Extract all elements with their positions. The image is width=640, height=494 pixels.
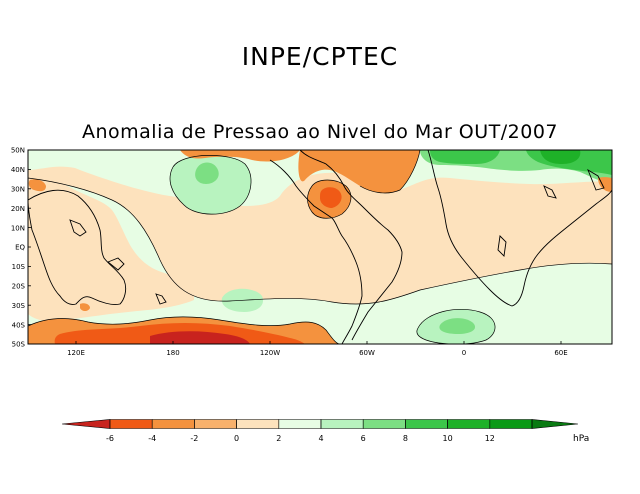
east-asia-low (598, 177, 612, 192)
anomaly-field (28, 150, 612, 355)
asia-australia-coast (28, 189, 127, 305)
lat-tick-label: 10N (11, 225, 25, 233)
lat-tick-label: 20S (12, 283, 26, 291)
arabia-coast (543, 185, 557, 199)
colorbar-label: 2 (276, 434, 281, 443)
colorbar-cells (109, 419, 533, 429)
colorbar-tick-marks (109, 419, 533, 429)
island-coast (107, 257, 125, 271)
contour-line (28, 316, 341, 344)
north-pacific-low (180, 150, 300, 162)
colorbar-cell (194, 419, 237, 429)
southern-ocean-low-center (150, 331, 250, 344)
lat-tick-marks (28, 149, 31, 345)
colorbar-cell (278, 419, 322, 429)
lat-tick-label: EQ (15, 244, 25, 252)
colorbar-cell (405, 419, 448, 429)
colorbar-label: 12 (485, 434, 495, 443)
main-title: INPE/CPTEC (241, 42, 399, 71)
lon-tick-label: 120E (67, 349, 85, 357)
south-atlantic-high-core (439, 318, 476, 334)
lon-tick-label: 60E (554, 349, 567, 357)
india-coast (587, 168, 605, 191)
colorbar-label: 10 (443, 434, 453, 443)
west-edge-low (28, 179, 46, 192)
north-pacific-high-core (195, 162, 219, 184)
lon-tick-label: 60W (359, 349, 375, 357)
europe-high-center (547, 150, 572, 161)
lon-tick-label: 0 (462, 349, 466, 357)
colorbar-label: 8 (403, 434, 408, 443)
colorbar-label: 0 (234, 434, 239, 443)
island-coast (69, 219, 87, 237)
lat-tick-label: 40S (12, 322, 26, 330)
colorbar-label: -4 (148, 434, 156, 443)
colorbar-cell (236, 419, 280, 429)
colorbar-cell (447, 419, 491, 429)
americas-east-coast (299, 150, 403, 341)
colorbar-unit: hPa (573, 434, 590, 444)
lat-tick-label: 20N (11, 205, 25, 213)
latitude-axis: 50N 40N 30N 20N 10N EQ 10S 20S 30S 40S 5… (11, 147, 26, 349)
lon-tick-label: 120W (260, 349, 280, 357)
colorbar-label: -6 (106, 434, 114, 443)
lat-tick-label: 10S (12, 263, 26, 271)
contour-line (416, 309, 496, 344)
colorbar-left-arrow (61, 419, 111, 429)
colorbar-cell (489, 419, 533, 429)
atlantic-small-low (488, 347, 502, 355)
colorbar-labels: -6 -4 -2 0 2 4 6 8 10 12 (106, 434, 495, 443)
lat-tick-label: 40N (11, 166, 25, 174)
colorbar-cell (151, 419, 195, 429)
map-title: Anomalia de Pressao ao Nivel do Mar OUT/… (81, 121, 559, 143)
north-pacific-high (170, 155, 252, 215)
lat-tick-label: 30S (12, 302, 26, 310)
lon-tick-label: 180 (166, 349, 179, 357)
north-atlantic-high-core (430, 150, 500, 164)
colorbar-cell (320, 419, 364, 429)
indian-ocean-small-low (80, 303, 90, 311)
colorbar-cell (109, 419, 153, 429)
north-atlantic-low (298, 150, 420, 193)
contour-line (307, 179, 352, 219)
contour-line (28, 177, 612, 305)
colorbar-label: -2 (190, 434, 198, 443)
lat-tick-label: 30N (11, 186, 25, 194)
new-zealand-coast (155, 293, 167, 305)
caribbean-low-core (320, 187, 342, 208)
africa-eurasia-coast (427, 150, 612, 307)
contour-lines (28, 150, 612, 344)
coastlines (28, 150, 612, 344)
tropical-negative-band (28, 166, 612, 305)
colorbar-label: 4 (318, 434, 323, 443)
contour-line (169, 155, 252, 215)
longitude-axis: 120E 180 120W 60W 0 60E (67, 349, 568, 357)
colorbar-label: 6 (361, 434, 366, 443)
americas-west-coast (269, 159, 363, 344)
lat-tick-label: 50S (12, 341, 26, 349)
lat-tick-label: 50N (11, 147, 25, 155)
lon-tick-marks (75, 341, 562, 344)
colorbar: -6 -4 -2 0 2 4 6 8 10 12 (61, 419, 579, 443)
indian-ocean-negative (28, 178, 194, 321)
contour-line (359, 150, 421, 194)
madagascar-coast (497, 235, 507, 257)
colorbar-right-arrow (531, 419, 579, 429)
colorbar-cell (362, 419, 406, 429)
